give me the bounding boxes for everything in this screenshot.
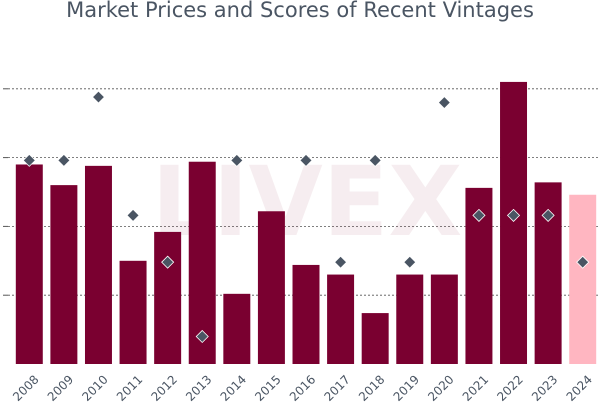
score-marker-2011	[126, 208, 140, 222]
x-tick-label-2009: 2009	[45, 372, 76, 403]
x-tick-label-2013: 2013	[183, 372, 214, 403]
bar-2017	[327, 274, 355, 364]
bars	[15, 81, 597, 365]
x-tick-label-2024: 2024	[564, 372, 595, 403]
x-tick-label-2018: 2018	[356, 372, 387, 403]
score-marker-2020	[437, 95, 451, 110]
score-marker-2023	[541, 208, 555, 222]
bar-2020	[430, 274, 458, 364]
bar-2011	[119, 260, 147, 364]
bar-2009	[50, 185, 78, 364]
bar-2024	[569, 194, 597, 364]
chart-title: Market Prices and Scores of Recent Vinta…	[66, 0, 534, 22]
x-tick-label-2011: 2011	[114, 372, 145, 403]
x-tick-label-2023: 2023	[529, 372, 560, 403]
x-tick-label-2016: 2016	[287, 372, 318, 403]
x-tick-label-2012: 2012	[148, 372, 179, 403]
bar-2018	[361, 313, 389, 364]
x-tick-label-2017: 2017	[321, 372, 352, 403]
score-marker-2010	[91, 90, 106, 104]
score-marker-2019	[403, 255, 417, 269]
x-tick-label-2014: 2014	[218, 372, 249, 403]
x-tick-label-2010: 2010	[79, 372, 110, 403]
score-marker-2017	[334, 255, 348, 269]
x-tick-label-2008: 2008	[10, 372, 41, 403]
score-marker-2013	[195, 329, 209, 344]
score-marker-2022	[506, 208, 521, 222]
score-marker-2014	[230, 153, 244, 167]
bar-2010	[84, 165, 112, 364]
score-marker-2018	[368, 153, 382, 167]
score-markers	[22, 90, 590, 344]
bar-2019	[396, 274, 424, 364]
x-tick-labels: 2008 2009 2010 2011 2012 2013 2014 2015 2016 2017…	[10, 372, 595, 403]
x-tick-label-2022: 2022	[494, 372, 525, 403]
x-tick-label-2015: 2015	[252, 372, 283, 403]
bar-2015	[257, 211, 285, 364]
bar-2014	[223, 293, 251, 364]
bar-2016	[292, 264, 320, 364]
score-marker-2012	[161, 255, 175, 269]
score-marker-2021	[472, 208, 486, 222]
score-marker-2016	[299, 153, 313, 167]
bar-2012	[154, 231, 182, 364]
bar-2008	[15, 164, 43, 364]
bar-2022	[500, 81, 528, 365]
x-tick-label-2019: 2019	[391, 372, 422, 403]
score-marker-2024	[576, 255, 590, 269]
score-marker-2008	[22, 153, 36, 167]
score-marker-2009	[57, 153, 71, 167]
x-tick-label-2020: 2020	[425, 372, 456, 403]
x-tick-label-2021: 2021	[460, 372, 491, 403]
